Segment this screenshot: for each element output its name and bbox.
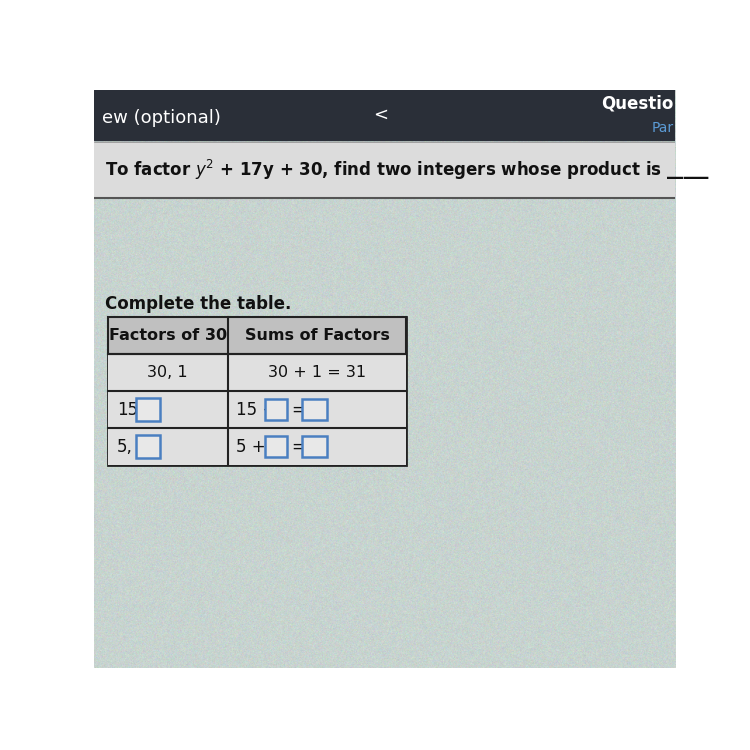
Bar (94, 142, 675, 198)
Text: Par: Par (651, 122, 674, 136)
Text: 15 +: 15 + (236, 400, 276, 418)
Bar (265, 436, 286, 457)
Bar (136, 435, 160, 458)
Text: ew (optional): ew (optional) (101, 109, 220, 127)
Bar (136, 398, 160, 421)
Bar (302, 399, 327, 420)
Text: 5,: 5, (117, 437, 133, 455)
Bar (94, 90, 675, 140)
Text: Questio: Questio (601, 94, 674, 112)
Text: 5 +: 5 + (236, 437, 266, 455)
Text: Complete the table.: Complete the table. (105, 295, 292, 313)
Text: To factor $y^2$ + 17y + 30, find two integers whose product is _____: To factor $y^2$ + 17y + 30, find two int… (105, 158, 710, 182)
Text: 30, 1: 30, 1 (148, 365, 188, 380)
Bar (108, 317, 406, 465)
Bar (108, 317, 406, 354)
Bar (265, 399, 286, 420)
Text: =: = (291, 437, 305, 455)
Text: Factors of 30: Factors of 30 (109, 328, 226, 344)
Text: =: = (291, 400, 305, 418)
Bar (302, 436, 327, 457)
Text: 30 + 1 = 31: 30 + 1 = 31 (268, 365, 366, 380)
Bar (108, 354, 406, 465)
Text: Sums of Factors: Sums of Factors (244, 328, 389, 344)
Text: 15,: 15, (117, 400, 143, 418)
Text: <: < (373, 106, 388, 124)
